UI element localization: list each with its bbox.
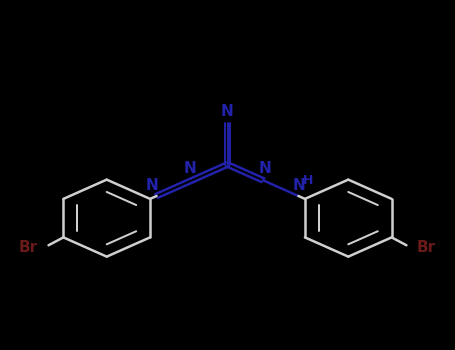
- Text: N: N: [183, 161, 196, 176]
- Text: Br: Br: [417, 239, 436, 254]
- Text: N: N: [221, 104, 234, 119]
- Text: Br: Br: [19, 239, 38, 254]
- Text: N: N: [293, 178, 306, 193]
- Text: H: H: [303, 174, 313, 187]
- Text: N: N: [259, 161, 272, 176]
- Text: N: N: [146, 178, 158, 193]
